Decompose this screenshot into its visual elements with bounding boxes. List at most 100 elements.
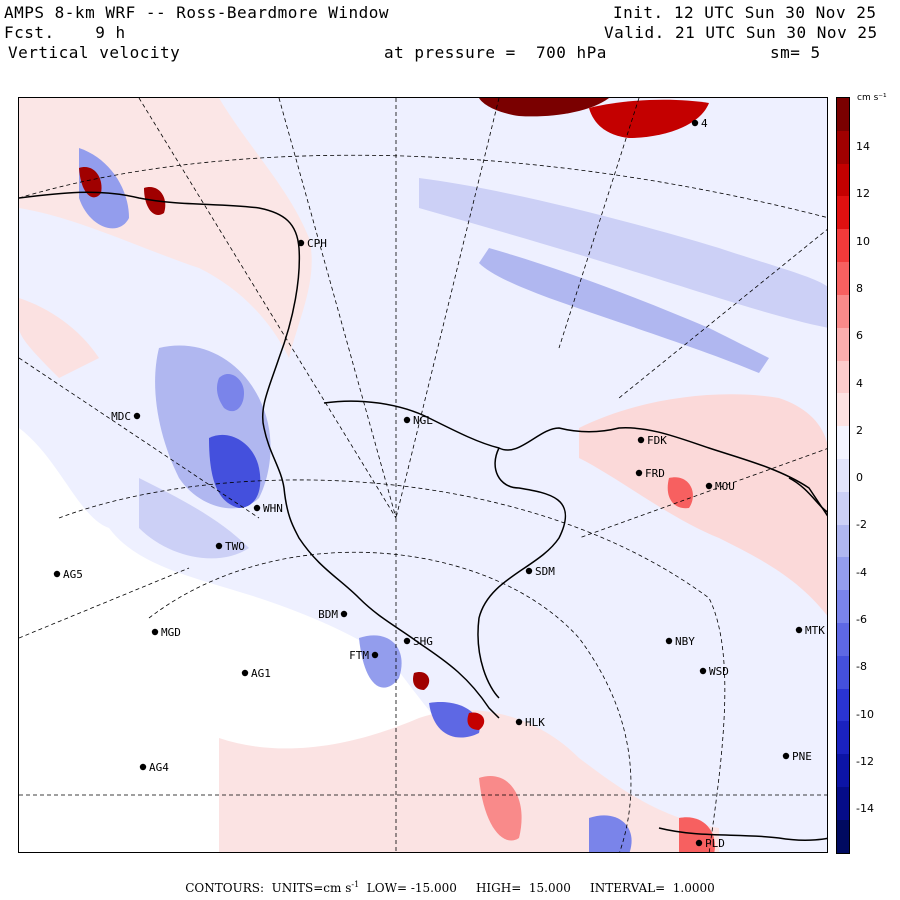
- forecast-hour: Fcst. 9 h: [4, 23, 126, 42]
- negative-band: [419, 178, 827, 328]
- station-marker: [691, 119, 699, 127]
- coastline: [788, 477, 827, 513]
- positive-region: [479, 776, 522, 841]
- colorbar-tick-label: -10: [856, 707, 874, 721]
- colorbar-cell: [837, 327, 849, 361]
- station-label: MTK: [805, 624, 825, 637]
- colorbar-tick-label: 6: [856, 329, 863, 343]
- colorbar-tick-label: -8: [856, 660, 867, 674]
- colorbar: [836, 97, 850, 854]
- colorbar-cell: [837, 262, 849, 295]
- station-label: HLK: [525, 716, 545, 729]
- colorbar-cell: [837, 590, 849, 623]
- station-pld: PLD: [695, 837, 725, 850]
- colorbar-cell: [837, 130, 849, 164]
- station-label: SDM: [535, 565, 555, 578]
- station-label: FTM: [349, 649, 369, 662]
- station-marker: [795, 626, 803, 634]
- station-label: NGL: [413, 414, 433, 427]
- colorbar-cell: [837, 557, 849, 591]
- colorbar-cell: [837, 688, 849, 722]
- coastline: [19, 191, 500, 719]
- station-marker: [403, 416, 411, 424]
- station-frd: FRD: [635, 467, 665, 480]
- station-marker: [151, 628, 159, 636]
- field-name: Vertical velocity: [8, 43, 181, 62]
- coastline: [323, 400, 827, 517]
- station-ftm: FTM: [349, 649, 379, 662]
- station-label: PNE: [792, 750, 812, 763]
- station-hlk: HLK: [515, 716, 545, 729]
- station-marker: [665, 637, 673, 645]
- station-whn: WHN: [253, 502, 283, 515]
- station-marker: [515, 718, 523, 726]
- negative-core: [209, 434, 261, 508]
- station-sdm: SDM: [525, 565, 555, 578]
- station-two: TWO: [215, 540, 245, 553]
- graticule: [19, 98, 827, 852]
- negative-band: [479, 248, 769, 373]
- map-panel[interactable]: CPH MDC NGL FDK FRD MOU WHN TWO AG5 SDM BDM MGD FTM S…: [18, 97, 828, 853]
- colorbar-tick-label: -2: [856, 518, 867, 532]
- positive-core: [667, 477, 693, 509]
- colorbar-cell: [837, 163, 849, 197]
- station-label: TWO: [225, 540, 245, 553]
- colorbar-tick-label: 8: [856, 281, 863, 295]
- station-marker: [241, 669, 249, 677]
- station-marker: [705, 482, 713, 490]
- station-cph: CPH: [297, 237, 327, 250]
- station-label: AG5: [63, 568, 83, 581]
- station-label: MOU: [715, 480, 735, 493]
- map-title: AMPS 8-km WRF -- Ross-Beardmore Window: [4, 3, 390, 22]
- station-label: FRD: [645, 467, 665, 480]
- colorbar-cell: [837, 458, 849, 492]
- station-ngl: NGL: [403, 414, 433, 427]
- station-mgd: MGD: [151, 626, 181, 639]
- colorbar-tick-label: -14: [856, 802, 874, 816]
- colorbar-cell: [837, 393, 849, 427]
- station-label: AG4: [149, 761, 169, 774]
- colorbar-cell: [837, 98, 849, 131]
- station-marker: [699, 667, 707, 675]
- colorbar-cell: [837, 787, 849, 820]
- coastline: [477, 447, 567, 699]
- station-label: AG1: [251, 667, 271, 680]
- station-label: BDM: [318, 608, 338, 621]
- colorbar-tick-label: 10: [856, 234, 870, 248]
- station-label: MGD: [161, 626, 181, 639]
- positive-region: [219, 710, 719, 852]
- station-marker: [782, 752, 790, 760]
- station-marker: [695, 839, 703, 847]
- station-ag1: AG1: [241, 667, 271, 680]
- colorbar-tick-label: -6: [856, 613, 867, 626]
- station-marker: [133, 412, 141, 420]
- colorbar-tick-label: 14: [856, 140, 870, 153]
- colorbar-tick-label: 0: [856, 471, 863, 485]
- pressure-level: at pressure = 700 hPa: [384, 43, 607, 62]
- station-label: WHN: [263, 502, 283, 515]
- negative-region: [79, 148, 129, 229]
- positive-region: [579, 394, 827, 616]
- station-shg: SHG: [403, 635, 433, 648]
- colorbar-cell: [837, 491, 849, 525]
- positive-core: [413, 671, 430, 690]
- station-label: MDC: [111, 410, 131, 423]
- colorbar-cell: [837, 623, 849, 656]
- station-marker: [635, 469, 643, 477]
- station-ag5: AG5: [53, 568, 83, 581]
- negative-region: [359, 635, 402, 688]
- station-marker: [253, 504, 261, 512]
- station-label: WSD: [709, 665, 729, 678]
- station-wsd: WSD: [699, 665, 729, 678]
- colorbar-tick-label: -12: [856, 754, 874, 768]
- station-mdc: MDC: [111, 410, 141, 423]
- colorbar-cell: [837, 754, 849, 788]
- coastline: [658, 827, 827, 841]
- colorbar-cell: [837, 655, 849, 689]
- positive-core: [79, 167, 102, 198]
- positive-core: [467, 712, 485, 730]
- init-time: Init. 12 UTC Sun 30 Nov 25: [613, 3, 877, 22]
- station-marker: [637, 436, 645, 444]
- station-fdk: FDK: [637, 434, 667, 447]
- station-label: NBY: [675, 635, 695, 648]
